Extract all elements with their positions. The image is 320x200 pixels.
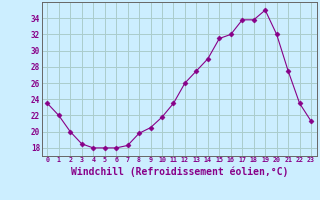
X-axis label: Windchill (Refroidissement éolien,°C): Windchill (Refroidissement éolien,°C): [70, 166, 288, 177]
